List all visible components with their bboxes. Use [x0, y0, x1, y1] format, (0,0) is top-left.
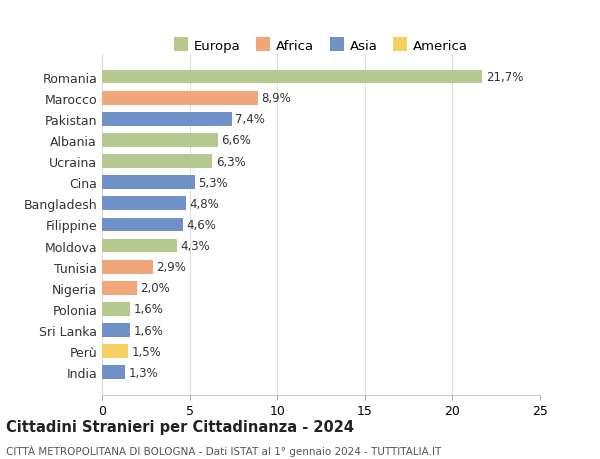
Bar	[102, 324, 130, 337]
Text: 21,7%: 21,7%	[485, 71, 523, 84]
Text: 6,6%: 6,6%	[221, 134, 251, 147]
Bar	[102, 281, 137, 295]
Bar	[102, 345, 128, 358]
Text: 7,4%: 7,4%	[235, 113, 265, 126]
Text: 1,3%: 1,3%	[128, 366, 158, 379]
Text: 1,6%: 1,6%	[134, 303, 163, 316]
Text: CITTÀ METROPOLITANA DI BOLOGNA - Dati ISTAT al 1° gennaio 2024 - TUTTITALIA.IT: CITTÀ METROPOLITANA DI BOLOGNA - Dati IS…	[6, 444, 441, 456]
Text: 1,6%: 1,6%	[134, 324, 163, 337]
Bar	[102, 197, 186, 211]
Bar	[102, 239, 178, 253]
Text: 5,3%: 5,3%	[199, 176, 228, 189]
Text: Cittadini Stranieri per Cittadinanza - 2024: Cittadini Stranieri per Cittadinanza - 2…	[6, 420, 354, 435]
Bar	[102, 92, 258, 105]
Text: 1,5%: 1,5%	[132, 345, 161, 358]
Text: 4,3%: 4,3%	[181, 240, 211, 252]
Text: 2,9%: 2,9%	[157, 261, 186, 274]
Text: 2,0%: 2,0%	[140, 282, 170, 295]
Bar	[102, 176, 195, 190]
Bar	[102, 366, 125, 379]
Bar	[102, 155, 212, 168]
Text: 8,9%: 8,9%	[262, 92, 291, 105]
Text: 4,6%: 4,6%	[186, 218, 216, 231]
Bar	[102, 302, 130, 316]
Bar	[102, 112, 232, 126]
Text: 6,3%: 6,3%	[216, 155, 245, 168]
Legend: Europa, Africa, Asia, America: Europa, Africa, Asia, America	[169, 34, 473, 58]
Bar	[102, 260, 153, 274]
Bar	[102, 134, 218, 147]
Text: 4,8%: 4,8%	[190, 197, 220, 210]
Bar	[102, 71, 482, 84]
Bar	[102, 218, 182, 232]
